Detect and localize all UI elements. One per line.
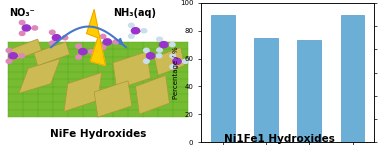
Circle shape (100, 45, 106, 49)
Polygon shape (113, 52, 150, 89)
Circle shape (132, 28, 140, 34)
Circle shape (156, 54, 162, 58)
Circle shape (19, 20, 25, 25)
Text: NH₃(aq): NH₃(aq) (113, 8, 156, 18)
Circle shape (103, 39, 112, 45)
Text: NO₃⁻: NO₃⁻ (9, 8, 35, 18)
Circle shape (146, 53, 155, 59)
Circle shape (76, 44, 81, 48)
Circle shape (144, 59, 149, 63)
Text: NiFe Hydroxides: NiFe Hydroxides (50, 129, 146, 139)
Circle shape (169, 43, 175, 47)
Circle shape (19, 31, 25, 36)
Circle shape (62, 36, 68, 40)
Circle shape (50, 41, 55, 45)
Circle shape (22, 25, 31, 31)
Circle shape (9, 53, 17, 59)
Circle shape (183, 59, 188, 64)
Circle shape (141, 29, 147, 33)
Polygon shape (64, 72, 102, 112)
Circle shape (160, 42, 168, 48)
Polygon shape (87, 10, 105, 66)
Polygon shape (8, 39, 42, 61)
Circle shape (50, 30, 55, 34)
Circle shape (129, 23, 134, 27)
Polygon shape (34, 42, 70, 66)
Circle shape (79, 49, 87, 55)
Y-axis label: Percentage / %: Percentage / % (172, 46, 178, 99)
Circle shape (113, 40, 119, 44)
Circle shape (88, 50, 94, 54)
Circle shape (173, 58, 181, 64)
Circle shape (157, 37, 163, 41)
Polygon shape (94, 81, 132, 117)
Bar (341, 15, 364, 142)
Circle shape (170, 54, 175, 58)
Bar (254, 38, 278, 142)
Circle shape (170, 65, 175, 69)
Circle shape (19, 54, 25, 58)
Circle shape (76, 55, 81, 59)
Polygon shape (154, 47, 184, 75)
Text: Ni1Fe1 Hydroxides: Ni1Fe1 Hydroxides (224, 134, 335, 144)
Circle shape (6, 48, 12, 52)
Circle shape (144, 48, 149, 52)
Polygon shape (136, 75, 169, 114)
Polygon shape (19, 59, 60, 93)
Bar (211, 15, 235, 142)
Circle shape (52, 35, 60, 41)
Bar (297, 40, 321, 142)
Circle shape (129, 34, 134, 38)
Bar (8, 42, 188, 117)
Circle shape (100, 34, 106, 39)
Circle shape (32, 26, 38, 30)
Circle shape (6, 59, 12, 63)
Circle shape (157, 48, 163, 52)
